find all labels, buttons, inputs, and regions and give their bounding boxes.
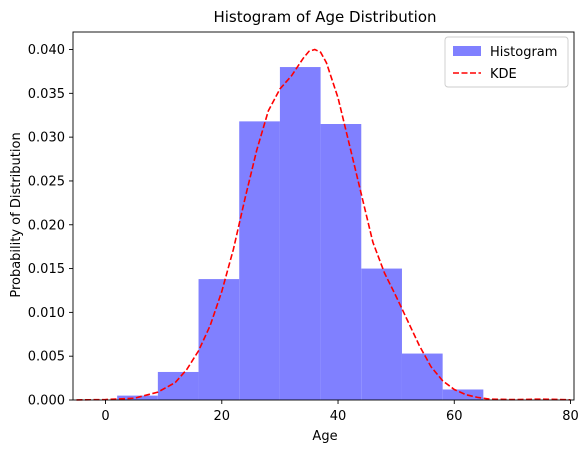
legend: Histogram KDE	[444, 36, 569, 88]
plot-frame	[72, 31, 575, 401]
y-axis-label: Probability of Distribution	[9, 132, 24, 297]
x-tick-label-3: 60	[446, 409, 463, 424]
y-tick-label-1: 0.005	[28, 350, 65, 365]
histogram-bar-3	[239, 121, 280, 400]
x-axis-label: Age	[312, 429, 337, 444]
histogram-bar-5	[320, 124, 362, 400]
x-tick-label-1: 20	[214, 409, 231, 424]
histogram-bar-1	[157, 371, 199, 400]
y-tick-label-0: 0.000	[28, 394, 65, 409]
chart-title: Histogram of Age Distribution	[213, 8, 436, 26]
legend-label-kde: KDE	[490, 67, 517, 82]
legend-label-histogram: Histogram	[490, 45, 557, 60]
histogram-bar-2	[198, 279, 240, 400]
y-tick-label-7: 0.035	[28, 87, 65, 102]
histogram-bar-6	[361, 268, 402, 400]
x-tick-label-0: 0	[101, 409, 109, 424]
histogram-bar-8	[442, 389, 484, 400]
histogram-bar-4	[279, 67, 321, 401]
x-tick-label-4: 80	[562, 409, 579, 424]
y-tick-label-2: 0.010	[28, 306, 65, 321]
y-tick-label-3: 0.015	[28, 262, 65, 277]
y-tick-label-8: 0.040	[28, 43, 65, 58]
histogram-bar-7	[401, 353, 443, 400]
y-tick-label-6: 0.030	[28, 131, 65, 146]
plot-area: 0 20 40 60 80 0.000 0.005 0.010 0.015 0.020 0.025 0…	[28, 31, 579, 424]
kde-line	[76, 48, 571, 401]
x-tick-label-2: 40	[330, 409, 347, 424]
legend-swatch-histogram	[453, 46, 481, 56]
y-tick-label-5: 0.025	[28, 174, 65, 189]
y-tick-label-4: 0.020	[28, 218, 65, 233]
